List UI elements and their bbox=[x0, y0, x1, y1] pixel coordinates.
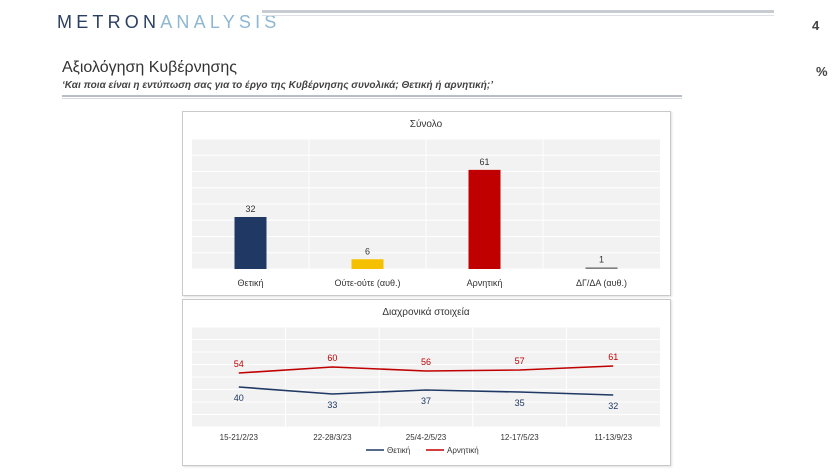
line-chart: Διαχρονικά στοιχεία 40 33 37 35 32 54 60 56 57 61 1… bbox=[192, 306, 660, 455]
category-label: ΔΓ/ΔΑ (αυθ.) bbox=[576, 278, 627, 288]
line-chart-panel: Διαχρονικά στοιχεία 40 33 37 35 32 54 60 56 57 61 1… bbox=[182, 299, 671, 466]
data-label: 35 bbox=[515, 398, 525, 408]
series-line bbox=[238, 386, 614, 396]
chart-title: Διαχρονικά στοιχεία bbox=[382, 306, 470, 318]
page-subtitle: ‘Και ποια είναι η εντύπωση σας για το έρ… bbox=[62, 80, 493, 91]
data-label: 56 bbox=[421, 357, 431, 367]
header-divider-thin bbox=[262, 15, 774, 16]
data-label: 33 bbox=[327, 400, 337, 410]
bar bbox=[585, 267, 618, 269]
title-underline bbox=[62, 95, 682, 97]
bar bbox=[351, 259, 384, 269]
data-label: 40 bbox=[234, 393, 244, 403]
unit-label: % bbox=[816, 64, 828, 79]
legend-label: Θετική bbox=[387, 446, 410, 455]
data-label: 32 bbox=[245, 204, 255, 214]
bar-chart-panel: Σύνολο 32 Θετική 6 Ούτε-ούτε (αυθ.) 61 Αρνητικ… bbox=[182, 111, 671, 296]
page-title: Αξιολόγηση Κυβέρνησης bbox=[62, 59, 237, 76]
header-divider bbox=[262, 10, 774, 13]
data-label: 1 bbox=[599, 254, 604, 264]
data-label: 57 bbox=[515, 356, 525, 366]
data-label: 37 bbox=[421, 396, 431, 406]
data-label: 32 bbox=[608, 401, 618, 411]
data-label: 54 bbox=[234, 359, 244, 369]
bar-chart: Σύνολο 32 Θετική 6 Ούτε-ούτε (αυθ.) 61 Αρνητικ… bbox=[192, 118, 660, 288]
data-label: 60 bbox=[327, 353, 337, 363]
category-label: Ούτε-ούτε (αυθ.) bbox=[334, 278, 400, 288]
category-label: 25/4-2/5/23 bbox=[406, 433, 447, 442]
series-line bbox=[238, 365, 614, 374]
data-label: 61 bbox=[608, 352, 618, 362]
category-label: 12-17/5/23 bbox=[500, 433, 539, 442]
category-label: Αρνητική bbox=[467, 278, 503, 288]
title-underline-thin bbox=[62, 98, 682, 99]
category-label: 11-13/9/23 bbox=[594, 433, 632, 442]
category-label: 15-21/2/23 bbox=[220, 433, 259, 442]
category-label: 22-28/3/23 bbox=[313, 433, 352, 442]
category-label: Θετική bbox=[237, 278, 263, 288]
chart-title: Σύνολο bbox=[410, 118, 443, 130]
page-number: 4 bbox=[812, 18, 820, 33]
bar bbox=[234, 217, 267, 269]
bar bbox=[468, 169, 501, 269]
metron-analysis-logo: METRONANALYSIS bbox=[57, 12, 281, 32]
data-label: 6 bbox=[365, 246, 370, 256]
legend-label: Αρνητική bbox=[447, 446, 479, 455]
data-label: 61 bbox=[479, 157, 489, 167]
